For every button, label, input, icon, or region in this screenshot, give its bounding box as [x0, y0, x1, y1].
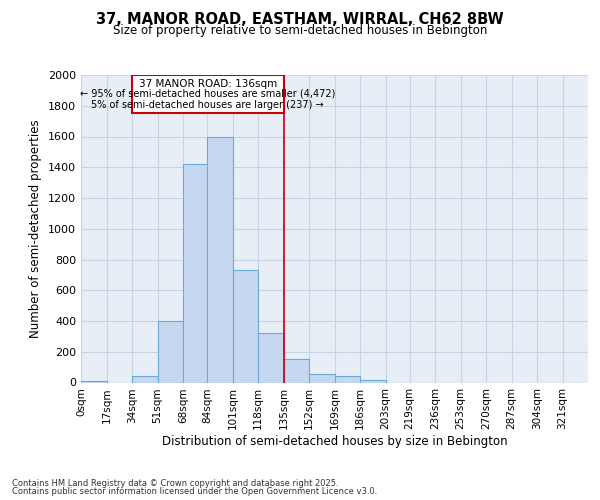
Text: Contains public sector information licensed under the Open Government Licence v3: Contains public sector information licen…: [12, 487, 377, 496]
Bar: [81, 381, 107, 382]
X-axis label: Distribution of semi-detached houses by size in Bebington: Distribution of semi-detached houses by …: [161, 435, 508, 448]
Text: Size of property relative to semi-detached houses in Bebington: Size of property relative to semi-detach…: [113, 24, 487, 37]
Bar: [132, 376, 157, 382]
Text: 37 MANOR ROAD: 136sqm: 37 MANOR ROAD: 136sqm: [139, 79, 277, 89]
Bar: [284, 360, 309, 382]
Bar: [335, 376, 360, 382]
Y-axis label: Number of semi-detached properties: Number of semi-detached properties: [29, 120, 43, 338]
Bar: [183, 164, 209, 382]
Bar: [132, 75, 284, 112]
Bar: [157, 321, 183, 382]
Text: 37, MANOR ROAD, EASTHAM, WIRRAL, CH62 8BW: 37, MANOR ROAD, EASTHAM, WIRRAL, CH62 8B…: [96, 12, 504, 28]
Bar: [258, 334, 284, 382]
Text: Contains HM Land Registry data © Crown copyright and database right 2025.: Contains HM Land Registry data © Crown c…: [12, 478, 338, 488]
Bar: [360, 380, 386, 382]
Text: ← 95% of semi-detached houses are smaller (4,472): ← 95% of semi-detached houses are smalle…: [80, 89, 335, 99]
Bar: [233, 270, 258, 382]
Text: 5% of semi-detached houses are larger (237) →: 5% of semi-detached houses are larger (2…: [91, 100, 324, 110]
Bar: [207, 136, 233, 382]
Bar: [309, 374, 335, 382]
